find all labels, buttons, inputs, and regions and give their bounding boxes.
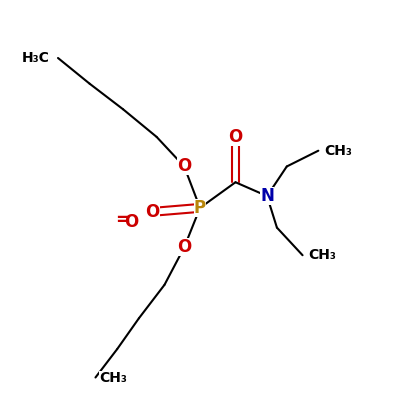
Text: P: P <box>194 199 206 217</box>
Text: O: O <box>146 203 160 221</box>
Text: CH₃: CH₃ <box>324 144 352 158</box>
Text: CH₃: CH₃ <box>308 248 336 262</box>
Text: CH₃: CH₃ <box>100 370 127 384</box>
Text: O: O <box>177 238 191 256</box>
Text: O: O <box>228 128 243 146</box>
Text: N: N <box>260 187 274 205</box>
Text: O: O <box>124 213 138 231</box>
Text: O: O <box>177 158 191 176</box>
Text: =: = <box>116 211 130 229</box>
Text: H₃C: H₃C <box>22 51 50 65</box>
